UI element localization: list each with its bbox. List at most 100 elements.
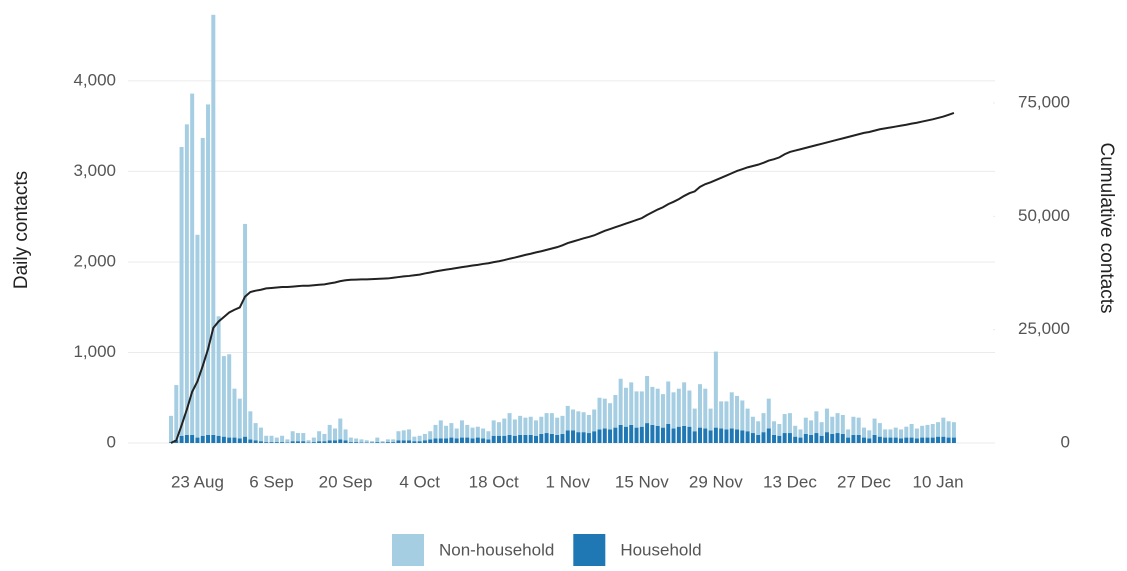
bar — [418, 441, 422, 443]
bar — [904, 438, 908, 443]
bar — [772, 421, 776, 435]
bar — [851, 435, 855, 443]
bar — [523, 418, 527, 435]
bar — [349, 442, 353, 443]
bar — [434, 438, 438, 443]
bar — [555, 435, 559, 443]
bar — [724, 401, 728, 429]
bar — [582, 432, 586, 443]
bar — [904, 427, 908, 438]
y-tick-label: 4,000 — [73, 70, 116, 89]
bar — [857, 418, 861, 435]
bar — [836, 433, 840, 443]
bar — [497, 422, 501, 436]
x-tick-label: 18 Oct — [469, 472, 519, 491]
bar — [195, 235, 199, 438]
bar — [317, 431, 321, 441]
bar — [603, 429, 607, 443]
bar — [761, 413, 765, 432]
bar — [608, 403, 612, 429]
bar — [195, 438, 199, 443]
bar — [423, 434, 427, 440]
bar — [576, 432, 580, 443]
bar — [291, 431, 295, 441]
bar — [259, 441, 263, 443]
bar — [222, 356, 226, 437]
bar — [444, 426, 448, 439]
y-tick-label: 2,000 — [73, 251, 116, 270]
bar — [666, 381, 670, 424]
x-tick-label: 20 Sep — [319, 472, 373, 491]
bar — [180, 147, 184, 436]
bar — [476, 438, 480, 443]
bar — [677, 389, 681, 427]
bar — [719, 429, 723, 443]
bar — [227, 354, 231, 437]
bar — [449, 423, 453, 437]
bar — [888, 438, 892, 443]
bar — [206, 104, 210, 434]
bar — [518, 435, 522, 443]
bar — [296, 433, 300, 441]
bar — [550, 434, 554, 443]
bar — [486, 431, 490, 439]
bar — [931, 424, 935, 438]
bar — [619, 379, 623, 425]
bar — [783, 433, 787, 443]
cumulative-line — [171, 113, 954, 443]
bar — [830, 434, 834, 443]
bar — [280, 436, 284, 442]
bar — [804, 434, 808, 443]
bar — [185, 124, 189, 435]
bar — [841, 415, 845, 434]
bar — [275, 438, 279, 443]
bar — [407, 429, 411, 440]
bar — [449, 438, 453, 443]
y-axis-label: Daily contacts — [11, 171, 32, 289]
bar — [359, 439, 363, 442]
bar — [761, 432, 765, 443]
bar — [587, 433, 591, 443]
bar — [280, 442, 284, 443]
bar — [402, 430, 406, 440]
x-tick-label: 27 Dec — [837, 472, 891, 491]
bar — [333, 429, 337, 441]
bar — [190, 435, 194, 443]
bar — [460, 438, 464, 443]
bar — [539, 434, 543, 443]
bar — [460, 420, 464, 437]
bar — [439, 438, 443, 443]
bar — [751, 433, 755, 443]
bar — [317, 441, 321, 443]
bar — [947, 421, 951, 437]
bar — [730, 392, 734, 428]
bar — [217, 436, 221, 443]
bar — [894, 428, 898, 438]
bar — [534, 436, 538, 443]
bar — [709, 430, 713, 443]
bar — [227, 438, 231, 443]
bar — [211, 435, 215, 443]
bar — [365, 440, 369, 442]
bar — [328, 440, 332, 443]
bar — [217, 316, 221, 435]
bar — [672, 392, 676, 428]
bar — [888, 429, 892, 437]
bar — [492, 420, 496, 435]
bar — [560, 434, 564, 443]
bar — [756, 421, 760, 435]
bar — [682, 382, 686, 425]
bar — [613, 395, 617, 428]
bar — [772, 435, 776, 443]
bar — [264, 442, 268, 443]
bar — [439, 420, 443, 438]
bar — [238, 399, 242, 439]
bar — [381, 441, 385, 442]
y-tick-label: 1,000 — [73, 342, 116, 361]
bar — [232, 389, 236, 438]
bar — [529, 417, 533, 435]
bar — [391, 442, 395, 443]
bar — [180, 436, 184, 443]
bar — [672, 429, 676, 443]
bar — [640, 391, 644, 426]
